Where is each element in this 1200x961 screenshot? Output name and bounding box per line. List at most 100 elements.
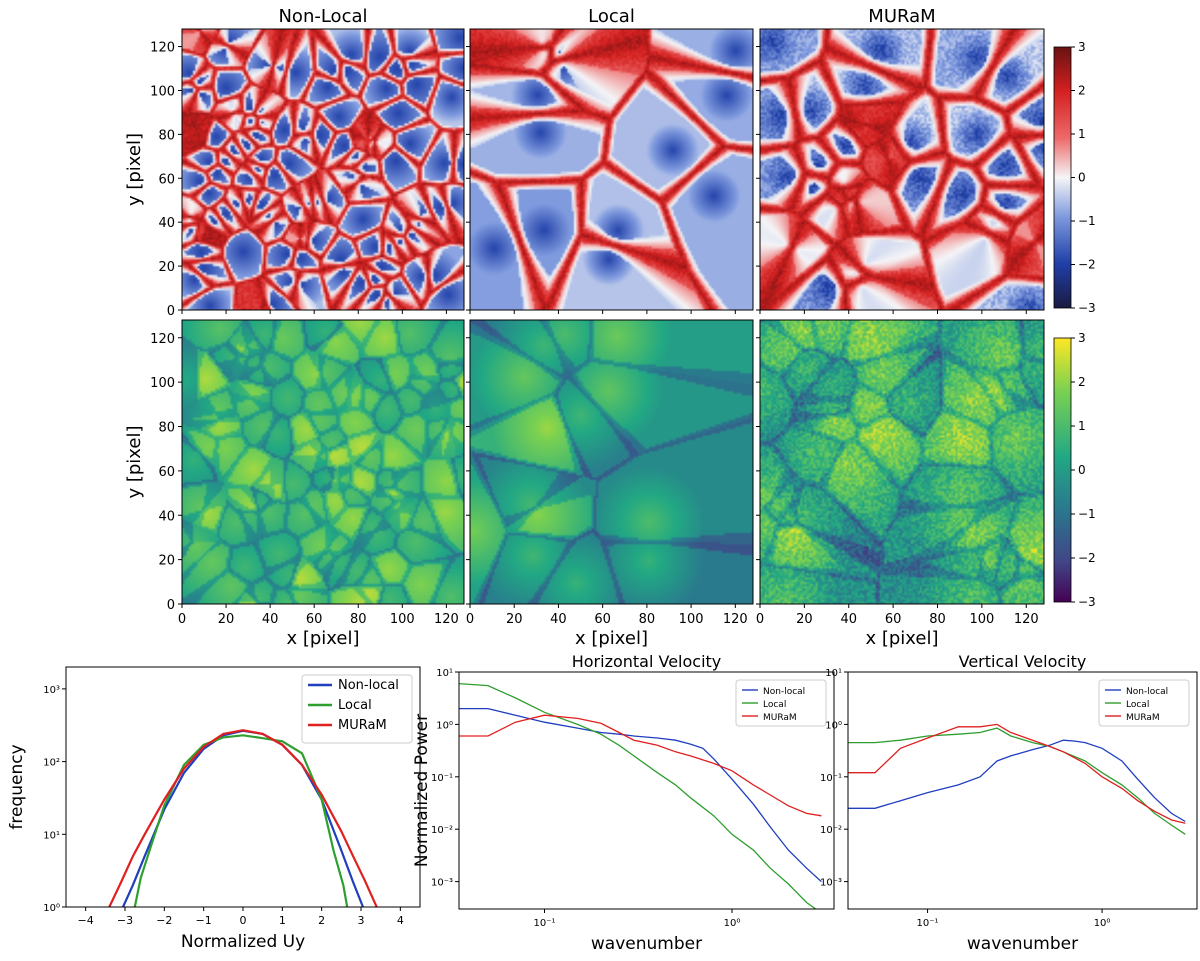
legend: Non-local Local MURaM <box>1098 679 1190 727</box>
colorbar-tick-label: −2 <box>1078 551 1096 565</box>
line-chart-bottom-right: 10⁻¹ 10⁰ 10⁻³ 10⁻² 10⁻¹ 10⁰ 10¹ Vertical Veloci… <box>820 652 1198 954</box>
x-tick-label: 120 <box>434 612 459 627</box>
y-tick-label: 60 <box>158 465 175 480</box>
x-tick-label: 0 <box>756 612 764 627</box>
heatmap-panel-top-right: MURaM 3 2 1 0 −1 −2 −3 <box>756 6 1096 315</box>
legend-label: Non-local <box>763 687 805 697</box>
y-tick-label: 80 <box>158 128 175 143</box>
x-tick-label: 120 <box>1014 612 1039 627</box>
y-axis-label: frequency <box>7 744 27 829</box>
x-tick-label: 100 <box>679 612 704 627</box>
y-tick-label: 60 <box>158 172 175 187</box>
y-tick-label: 10⁻² <box>431 825 453 836</box>
legend-box <box>1098 679 1190 727</box>
y-tick-label: 0 <box>167 598 175 613</box>
plot-frame <box>469 319 754 605</box>
colorbar-tick-label: 0 <box>1078 463 1086 477</box>
legend-label: Local <box>1126 700 1149 710</box>
legend-box <box>735 679 827 727</box>
plot-frame <box>181 28 465 311</box>
x-tick-label: 1 <box>279 914 286 927</box>
x-tick-label: 80 <box>350 612 367 627</box>
heatmap-image <box>760 320 1044 604</box>
colorbar-tick-label: −2 <box>1078 258 1096 272</box>
y-tick-label: 100 <box>150 376 175 391</box>
x-tick-label: −3 <box>117 914 133 927</box>
x-tick-label: 10⁻¹ <box>917 918 939 929</box>
series-line-non-local <box>459 707 822 883</box>
x-tick-label: −4 <box>78 914 94 927</box>
legend: Non-local Local MURaM <box>735 679 827 727</box>
x-tick-label: 40 <box>262 612 279 627</box>
y-tick-label: 20 <box>158 554 175 569</box>
y-tick-label: 10⁰ <box>43 903 60 914</box>
plot-frame <box>847 671 1198 910</box>
x-tick-label: 40 <box>550 612 567 627</box>
y-tick-label: 10⁻³ <box>820 878 842 889</box>
legend-label: Local <box>338 698 372 713</box>
x-tick-label: 20 <box>218 612 235 627</box>
y-tick-label: 10¹ <box>43 830 60 841</box>
y-tick-label: 10⁻³ <box>431 878 453 889</box>
heatmap-panel-top-middle: Local <box>466 6 754 314</box>
y-tick-label: 10² <box>43 758 60 769</box>
y-tick-label: 10⁻¹ <box>820 773 842 784</box>
series-line-muram <box>459 714 822 817</box>
y-tick-label: 20 <box>158 260 175 275</box>
x-tick-label: 2 <box>318 914 325 927</box>
legend-label: Local <box>763 700 786 710</box>
plot-frame <box>181 319 465 605</box>
x-tick-label: 60 <box>885 612 902 627</box>
y-axis-label: y [pixel] <box>124 133 145 206</box>
y-tick-label: 120 <box>150 332 175 347</box>
colorbar-tick-label: 1 <box>1078 419 1086 433</box>
legend-label: Non-local <box>338 678 399 693</box>
x-axis-label: x [pixel] <box>575 628 648 649</box>
plot-frame <box>759 28 1045 311</box>
panel-title: Local <box>588 6 635 27</box>
x-axis-label: x [pixel] <box>286 628 359 649</box>
series-line-local <box>459 682 817 909</box>
y-tick-label: 100 <box>150 84 175 99</box>
colorbar-tick-label: 3 <box>1078 40 1086 54</box>
heatmap-image <box>182 29 464 310</box>
x-tick-label: 0 <box>178 612 186 627</box>
plot-frame <box>759 319 1045 605</box>
plot-frame <box>458 671 835 910</box>
x-tick-label: 100 <box>969 612 994 627</box>
x-tick-label: 0 <box>240 914 247 927</box>
colorbar-tick-label: −3 <box>1078 301 1096 315</box>
x-axis-label: wavenumber <box>591 934 702 954</box>
x-tick-label: −2 <box>156 914 172 927</box>
y-tick-label: 0 <box>167 304 175 319</box>
colorbar-tick-label: 2 <box>1078 375 1086 389</box>
x-tick-label: 40 <box>840 612 857 627</box>
series-line-muram <box>108 729 378 907</box>
chart-title: Horizontal Velocity <box>572 652 722 671</box>
x-tick-label: −1 <box>196 914 212 927</box>
y-tick-label: 10⁻¹ <box>431 773 453 784</box>
line-chart-bottom-center: 10⁻¹ 10⁰ 10⁻³ 10⁻² 10⁻¹ 10⁰ 10¹ Horizontal Velo… <box>412 652 835 954</box>
heatmap-image <box>760 29 1044 310</box>
panel-title: MURaM <box>868 6 935 27</box>
y-axis-label: y [pixel] <box>124 425 145 498</box>
x-tick-label: 4 <box>397 914 404 927</box>
y-axis-label: Normalized Power <box>412 714 432 867</box>
heatmap-image <box>470 29 753 310</box>
colorbar-tick-label: 3 <box>1078 331 1086 345</box>
panel-title: Non-Local <box>278 6 367 27</box>
colorbar <box>1053 46 1072 309</box>
y-tick-label: 10³ <box>43 685 60 696</box>
y-tick-label: 10⁰ <box>436 720 453 731</box>
y-tick-label: 120 <box>150 41 175 56</box>
x-tick-label: 80 <box>929 612 946 627</box>
colorbar-tick-label: −3 <box>1078 595 1096 609</box>
x-axis-label: wavenumber <box>967 934 1078 954</box>
x-tick-label: 20 <box>796 612 813 627</box>
line-chart-bottom-left: −4 −3 −2 −1 0 1 2 3 4 10⁰ 10¹ 10² 10³ Normalized Uy fr… <box>7 666 421 952</box>
x-tick-label: 20 <box>506 612 523 627</box>
x-tick-label: 10⁰ <box>1094 918 1111 929</box>
legend-label: MURaM <box>1126 713 1160 723</box>
heatmap-image <box>470 320 753 604</box>
colorbar-tick-label: −1 <box>1078 214 1096 228</box>
